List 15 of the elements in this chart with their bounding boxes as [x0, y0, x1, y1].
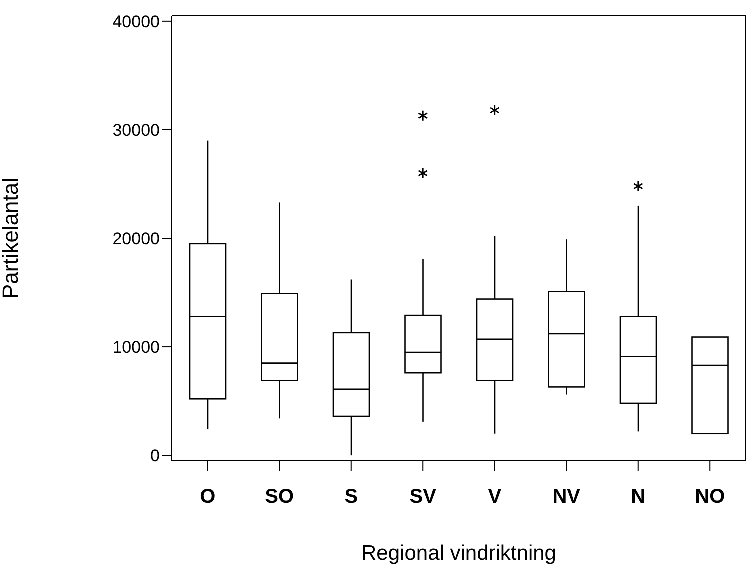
y-tick-label: 30000: [112, 121, 160, 140]
y-tick-label: 40000: [112, 12, 160, 32]
x-axis-title: Regional vindriktning: [362, 542, 556, 564]
y-tick-label: 10000: [112, 338, 160, 358]
x-tick-label: S: [344, 486, 358, 508]
x-tick-label: SV: [410, 486, 438, 508]
x-tick-label: NO: [695, 486, 726, 508]
x-tick-label: SO: [265, 486, 294, 508]
y-tick-label: 0: [150, 446, 160, 466]
x-tick-label: V: [488, 486, 502, 508]
y-tick-label: 20000: [112, 230, 160, 249]
x-tick-label: N: [631, 486, 646, 508]
x-tick-label: NV: [552, 486, 582, 508]
x-tick-label: O: [200, 486, 216, 508]
y-axis-title: Partikelantal: [0, 178, 23, 300]
